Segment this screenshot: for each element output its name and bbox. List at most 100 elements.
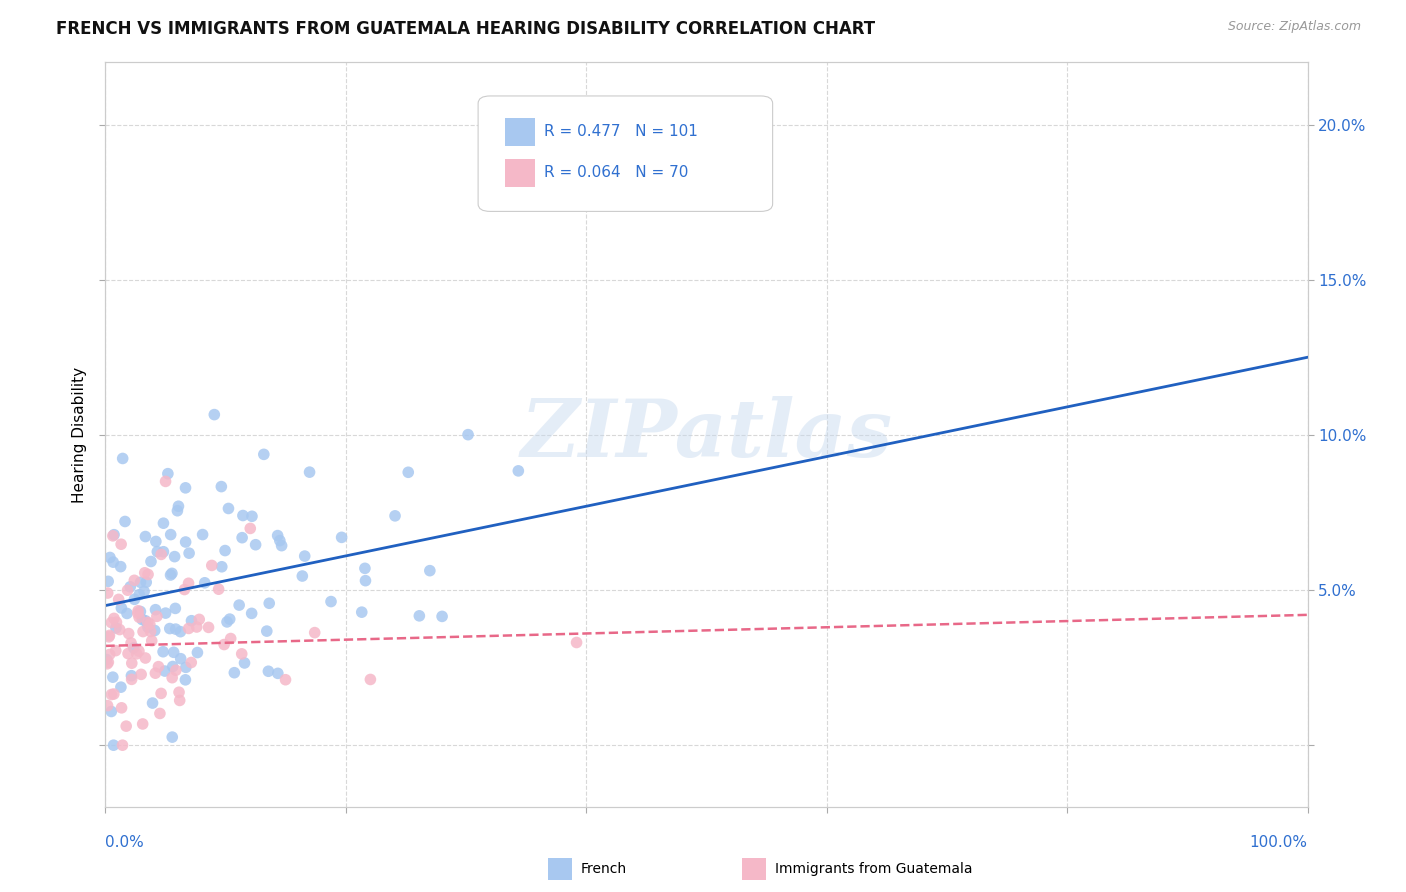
Point (174, 673, 197, 687)
Point (270, 539, 292, 553)
Point (103, 527, 125, 541)
Point (191, 527, 214, 541)
Point (110, 537, 132, 551)
Point (100, 615, 122, 630)
Point (110, 601, 132, 615)
Point (98, 648, 121, 662)
Text: Source: ZipAtlas.com: Source: ZipAtlas.com (1227, 20, 1361, 33)
Point (330, 530, 353, 544)
Point (167, 685, 190, 699)
Point (166, 504, 188, 518)
Point (132, 584, 155, 599)
Point (179, 546, 201, 560)
Point (384, 508, 406, 523)
Point (159, 568, 181, 582)
Point (117, 583, 139, 598)
Point (457, 427, 479, 442)
Point (174, 660, 197, 674)
Point (110, 559, 132, 574)
Point (224, 665, 246, 680)
Point (240, 509, 263, 524)
Point (121, 657, 143, 671)
Point (430, 609, 453, 624)
Point (160, 671, 183, 685)
Point (298, 465, 321, 479)
Point (97, 698, 120, 713)
Point (253, 447, 276, 461)
Point (128, 644, 150, 658)
Point (169, 693, 191, 707)
Point (186, 646, 208, 660)
Point (103, 687, 125, 701)
Point (103, 555, 125, 569)
Point (136, 567, 159, 582)
Point (169, 624, 191, 639)
Point (120, 636, 142, 650)
Point (134, 614, 156, 628)
Point (103, 738, 125, 752)
Point (173, 582, 195, 597)
Point (214, 543, 236, 558)
Point (163, 549, 186, 564)
Point (160, 566, 183, 581)
Point (129, 667, 152, 681)
Point (266, 528, 288, 542)
Point (120, 580, 142, 594)
Point (408, 608, 430, 623)
Point (110, 701, 132, 715)
Point (269, 533, 291, 548)
Point (180, 614, 202, 628)
Point (124, 574, 146, 588)
Point (201, 558, 224, 573)
Point (219, 632, 242, 646)
Point (101, 670, 124, 684)
Point (156, 467, 179, 481)
Point (159, 622, 181, 636)
Point (174, 535, 197, 549)
Point (565, 635, 588, 649)
Point (122, 640, 145, 655)
Point (304, 625, 326, 640)
Point (291, 569, 314, 583)
Point (396, 465, 419, 479)
Point (256, 624, 278, 639)
Point (148, 659, 170, 673)
Point (155, 606, 177, 620)
Point (359, 673, 381, 687)
Point (117, 647, 139, 661)
Point (131, 717, 153, 731)
Point (104, 643, 127, 657)
Point (128, 610, 150, 624)
Point (134, 651, 156, 665)
Point (170, 651, 193, 665)
Point (111, 451, 134, 466)
Point (240, 607, 263, 621)
Point (350, 605, 373, 619)
Point (111, 738, 134, 752)
Point (150, 548, 173, 562)
Point (294, 549, 316, 563)
Point (139, 617, 162, 632)
Text: Immigrants from Guatemala: Immigrants from Guatemala (775, 862, 972, 876)
Point (114, 515, 136, 529)
Point (215, 615, 238, 629)
Bar (505, 118, 534, 146)
Point (146, 609, 169, 624)
Point (145, 534, 167, 549)
Point (97, 655, 120, 669)
Point (96, 652, 118, 666)
Point (209, 480, 232, 494)
Point (180, 656, 202, 670)
Point (107, 592, 129, 607)
Point (97, 586, 120, 600)
Point (274, 673, 297, 687)
Point (217, 501, 239, 516)
Point (208, 582, 231, 597)
Text: R = 0.477   N = 101: R = 0.477 N = 101 (544, 124, 699, 139)
Point (100, 688, 122, 702)
Point (127, 604, 149, 618)
Point (104, 621, 127, 635)
Text: French: French (581, 862, 627, 876)
Point (145, 666, 167, 681)
Point (152, 516, 174, 531)
